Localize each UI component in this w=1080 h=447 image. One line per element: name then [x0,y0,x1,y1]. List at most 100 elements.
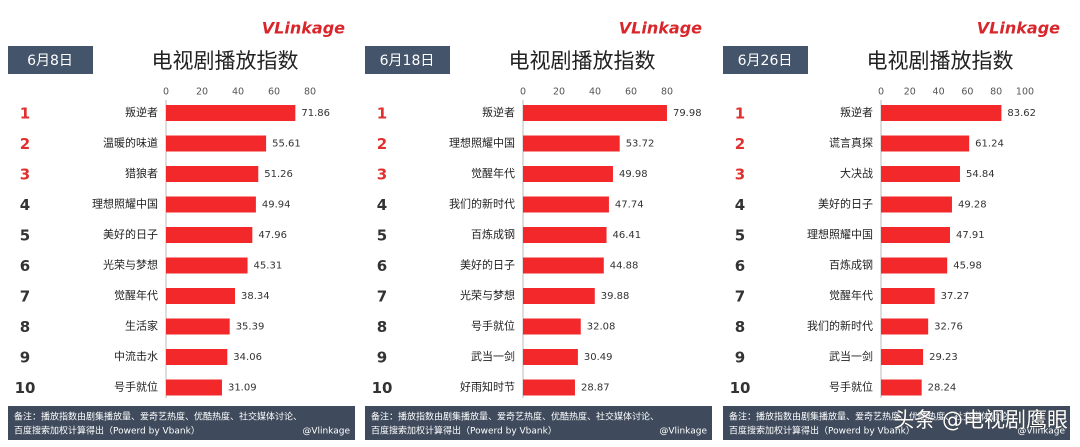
value-label: 46.41 [613,230,642,241]
x-tick-label: 80 [661,87,673,98]
rank: 5 [377,227,387,245]
rank: 10 [15,379,36,397]
chart-title: 电视剧播放指数 [152,49,299,73]
rank: 10 [730,379,751,397]
bar [881,257,948,274]
value-label: 47.74 [615,200,644,211]
rank: 2 [20,135,30,153]
rank: 8 [377,318,387,336]
value-label: 32.08 [587,322,616,333]
x-tick-label: 60 [625,87,637,98]
bar [166,227,253,243]
rank: 1 [20,105,30,123]
category-label: 百炼成钢 [471,227,515,241]
value-label: 49.94 [262,200,291,211]
bar [881,166,960,182]
footer-note: 百度搜索加权计算得出（Powerd by Vbank） [729,425,915,437]
date-box [365,46,450,74]
bar [523,135,620,152]
bar [523,379,575,396]
category-label: 光荣与梦想 [460,288,515,302]
rank: 4 [377,196,387,214]
category-label: 大决战 [840,166,873,180]
value-label: 47.96 [258,230,287,241]
logo: VLinkage [619,19,702,38]
bar [523,227,607,243]
value-label: 35.39 [236,322,265,333]
value-label: 71.86 [301,108,330,119]
value-label: 34.06 [233,352,262,363]
chart-panel: VLinkage 6月26日 电视剧播放指数 0 20 40 60 80 100 1 叛逆者 83.6… [723,19,1070,440]
value-label: 28.87 [581,383,610,394]
bar [881,318,929,335]
x-tick-label: 0 [163,87,169,98]
rank: 1 [735,105,745,123]
rank: 3 [20,166,30,184]
logo: VLinkage [977,19,1060,38]
bar [881,196,952,213]
x-tick-label: 100 [1016,87,1034,98]
chart-panel: VLinkage 6月8日 电视剧播放指数 0 20 40 60 80 1 叛逆者 71.86 2 温暖… [8,19,355,440]
value-label: 37.27 [941,291,970,302]
value-label: 83.62 [1007,108,1036,119]
category-label: 好雨知时节 [460,380,515,394]
value-label: 54.84 [966,169,995,180]
chart-title: 电视剧播放指数 [867,49,1014,73]
bar [166,318,230,335]
value-label: 51.26 [264,169,293,180]
chart-panel: VLinkage 6月18日 电视剧播放指数 0 20 40 60 80 1 叛逆者 79.98 2 理… [365,19,712,440]
footer-box [365,406,712,440]
rank: 4 [735,196,745,214]
value-label: 28.24 [928,383,957,394]
rank: 9 [20,349,30,367]
value-label: 47.91 [956,230,985,241]
category-label: 觉醒年代 [114,288,158,302]
rank: 7 [377,288,387,306]
rank: 8 [20,318,30,336]
rank: 6 [377,257,387,275]
rank: 4 [20,196,30,214]
bar [523,318,581,335]
footer-credit: @Vlinkage [302,427,350,437]
bar [166,257,248,274]
value-label: 38.34 [241,291,270,302]
rank: 5 [735,227,745,245]
x-tick-label: 60 [961,87,973,98]
category-label: 叛逆者 [125,105,158,119]
bar [523,166,613,182]
category-label: 我们的新时代 [807,319,873,333]
footer-credit: @Vlinkage [659,427,707,437]
rank: 7 [735,288,745,306]
category-label: 光荣与梦想 [103,258,158,272]
category-label: 觉醒年代 [829,288,873,302]
category-label: 武当一剑 [471,349,515,363]
category-label: 理想照耀中国 [449,136,515,150]
category-label: 号手就位 [114,380,158,394]
bar [166,135,267,152]
date-box [8,46,93,74]
value-label: 45.98 [953,261,982,272]
category-label: 美好的日子 [460,258,515,272]
rank: 9 [377,349,387,367]
value-label: 45.31 [254,261,283,272]
value-label: 44.88 [610,261,639,272]
value-label: 39.88 [601,291,630,302]
date-box [723,46,808,74]
footer-note: 备注：播放指数由剧集播放量、爱奇艺热度、优酷热度、社交媒体讨论、 [14,411,302,423]
rank: 2 [377,135,387,153]
chart-title: 电视剧播放指数 [509,49,656,73]
bar [881,105,1002,121]
rank: 6 [20,257,30,275]
rank: 1 [377,105,387,123]
rank: 2 [735,135,745,153]
value-label: 53.72 [626,139,655,150]
x-tick-label: 20 [904,87,916,98]
x-tick-label: 0 [878,87,884,98]
value-label: 61.24 [975,139,1004,150]
category-label: 觉醒年代 [471,166,515,180]
x-tick-label: 0 [520,87,526,98]
category-label: 我们的新时代 [449,197,515,211]
rank: 3 [735,166,745,184]
category-label: 武当一剑 [829,349,873,363]
